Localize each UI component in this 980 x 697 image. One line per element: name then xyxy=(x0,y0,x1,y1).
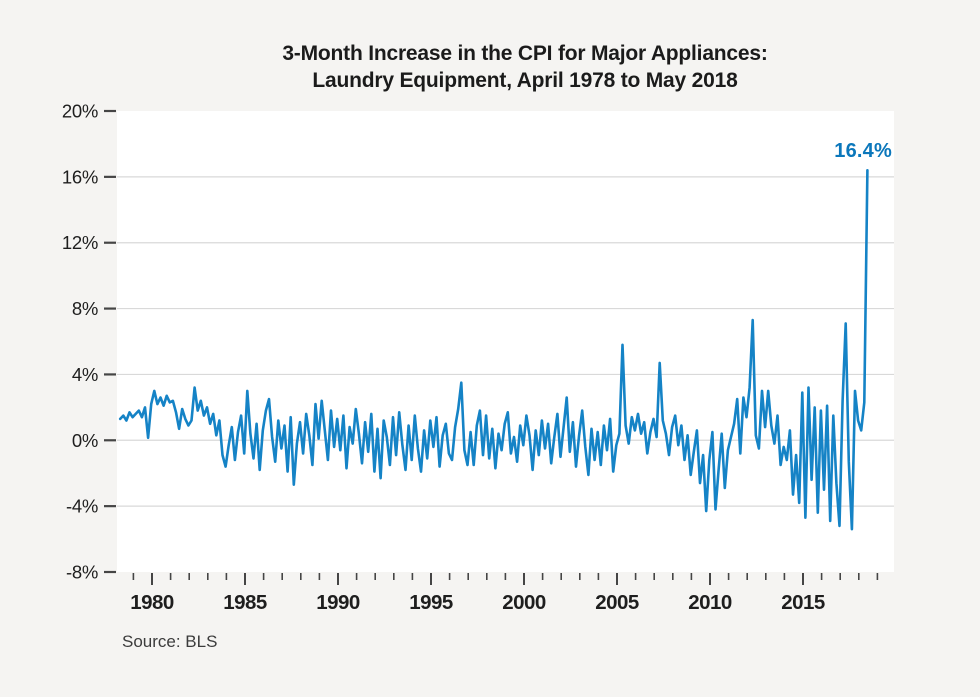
peak-value-annotation: 16.4% xyxy=(834,140,892,162)
chart-title: 3-Month Increase in the CPI for Major Ap… xyxy=(70,40,980,94)
source-note: Source: BLS xyxy=(122,632,218,651)
chart-title-line2: Laundry Equipment, April 1978 to May 201… xyxy=(312,69,738,92)
y-axis-tick-label: 8% xyxy=(72,298,98,319)
x-axis-tick-label: 1985 xyxy=(223,591,267,614)
chart-title-line1: 3-Month Increase in the CPI for Major Ap… xyxy=(282,42,768,65)
x-axis-tick-label: 2005 xyxy=(595,591,639,614)
x-axis-tick-label: 2015 xyxy=(781,591,825,614)
y-axis-tick-label: 12% xyxy=(62,232,98,253)
x-axis-tick-label: 2010 xyxy=(688,591,732,614)
y-axis-tick-label: 16% xyxy=(62,166,98,187)
plot-area xyxy=(117,111,894,572)
y-axis-tick-label: 20% xyxy=(62,101,98,122)
x-axis-tick-label: 1995 xyxy=(409,591,453,614)
y-axis-tick-label: 4% xyxy=(72,364,98,385)
x-axis-tick-label: 2000 xyxy=(502,591,546,614)
cpi-series-line xyxy=(118,169,869,531)
x-axis-tick-label: 1990 xyxy=(316,591,360,614)
y-axis-tick-label: -8% xyxy=(66,562,98,583)
y-axis-tick-label: 0% xyxy=(72,430,98,451)
y-axis-tick-label: -4% xyxy=(66,496,98,517)
x-axis-tick-label: 1980 xyxy=(130,591,174,614)
